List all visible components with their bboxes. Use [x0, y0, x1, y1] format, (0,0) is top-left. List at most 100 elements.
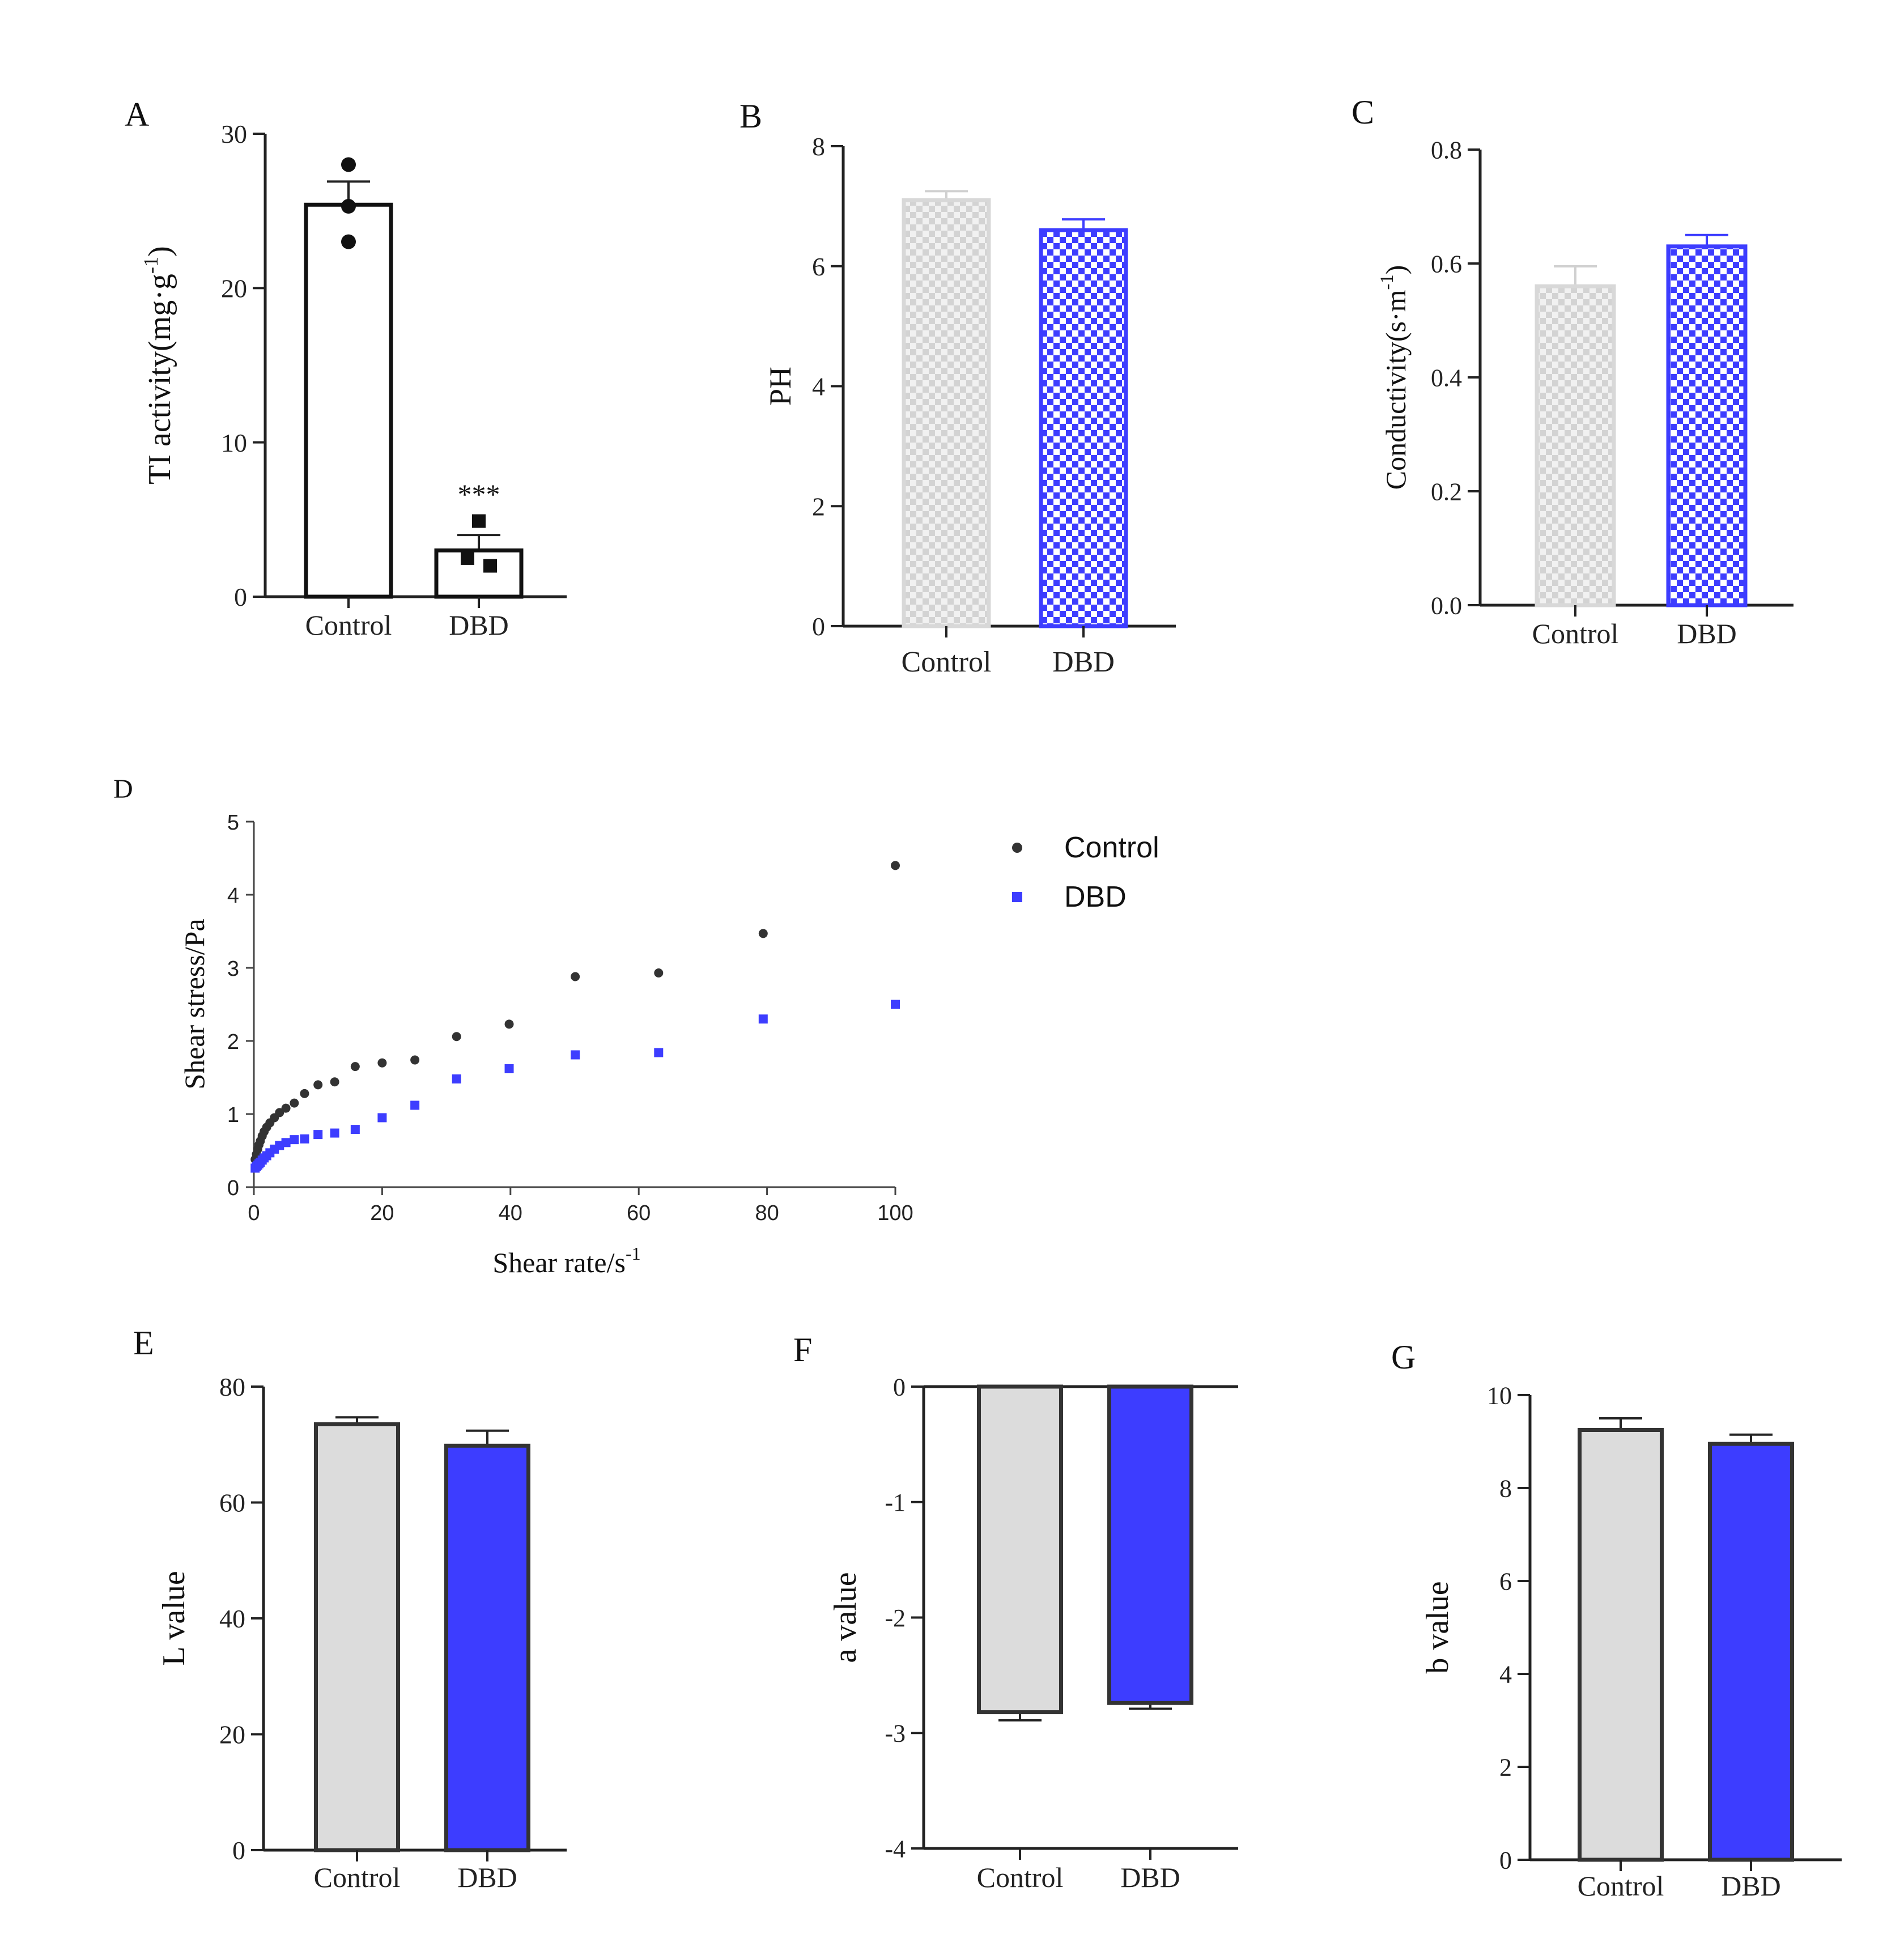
y-tick-label: 0.0 [1431, 592, 1462, 619]
x-tick-label: 100 [877, 1201, 913, 1225]
scatter-point-control [313, 1080, 323, 1090]
y-axis-label-text: Conductivity(s·m [1380, 290, 1412, 490]
y-tick-label: 2 [1499, 1753, 1512, 1781]
x-tick-label-control: Control [314, 1861, 401, 1893]
y-axis-label: L value [156, 1571, 192, 1665]
y-tick-label: 0 [227, 1176, 239, 1200]
scatter-point-control [290, 1098, 299, 1108]
scatter-point-dbd [571, 1050, 580, 1060]
y-axis-label-sup: -1 [139, 257, 162, 274]
scatter-point-control [452, 1032, 461, 1042]
scatter-point-dbd [452, 1074, 461, 1084]
y-axis-label-text: b value [1420, 1581, 1455, 1673]
bar-control [902, 198, 991, 628]
x-tick-label: 40 [499, 1201, 522, 1225]
bar-dbd [1039, 228, 1128, 628]
y-tick-label: 0 [1499, 1846, 1512, 1874]
scatter-point-control [377, 1058, 387, 1068]
y-tick-label: 4 [227, 884, 239, 908]
panel-letter-a: A [125, 96, 149, 133]
scatter-point-dbd [377, 1113, 387, 1123]
y-axis-label: a value [828, 1572, 863, 1663]
y-tick-label: -4 [885, 1835, 906, 1863]
scatter-point-control [281, 1103, 291, 1113]
panel-letter-f: F [793, 1331, 812, 1368]
x-tick-label-control: Control [305, 609, 392, 641]
y-axis-label: b value [1420, 1581, 1455, 1673]
panel-b: B 0 2 4 6 8 Control DBD PH [740, 97, 1176, 678]
panel-letter-d: D [113, 774, 133, 804]
scatter-point-control [275, 1108, 284, 1117]
y-tick-label: 1 [227, 1103, 239, 1127]
scatter-point-control [350, 1062, 360, 1072]
y-tick-label: 20 [219, 1720, 245, 1749]
panel-a: A 0 10 20 30 Control DBD *** TI activity(mg·g-1) [125, 96, 567, 641]
x-tick-label-dbd: DBD [1677, 618, 1737, 649]
y-tick-label: 0 [812, 612, 825, 641]
y-tick-label: -2 [885, 1604, 906, 1632]
data-point [483, 559, 497, 573]
scatter-point-control [891, 861, 900, 870]
y-tick-label: 0.6 [1431, 250, 1462, 278]
data-point [461, 551, 474, 565]
panel-letter-g: G [1391, 1338, 1416, 1376]
y-tick-label: -3 [885, 1720, 906, 1748]
scatter-point-dbd [410, 1100, 420, 1110]
y-tick-label: 8 [1499, 1474, 1512, 1502]
y-tick-label: 2 [227, 1030, 239, 1054]
y-axis-label-text: L value [156, 1571, 192, 1665]
bar-control [1535, 284, 1616, 607]
y-axis-label: Conductivity(s·m-1) [1377, 265, 1412, 490]
y-tick-label: 30 [221, 120, 247, 148]
x-tick-label-dbd: DBD [449, 609, 509, 641]
y-axis-label-sup: -1 [1377, 274, 1397, 290]
x-tick-label-dbd: DBD [1052, 646, 1115, 678]
x-tick-label: 80 [755, 1201, 779, 1225]
panel-e: E 0 20 40 60 80 Control DBD L value [133, 1324, 567, 1893]
y-tick-label: 0 [893, 1373, 906, 1401]
panel-letter-e: E [133, 1324, 154, 1362]
scatter-point-control [758, 929, 768, 938]
panel-c: C 0.0 0.2 0.4 0.6 0.8 Control DBD Conductivity(s… [1352, 93, 1794, 649]
y-tick-label: 0 [232, 1836, 245, 1865]
y-tick-label: 4 [1499, 1660, 1512, 1688]
scatter-point-control [571, 972, 580, 981]
x-tick-label: 0 [248, 1201, 260, 1225]
series-control [250, 861, 900, 1164]
y-axis-label: Shear stress/Pa [178, 919, 210, 1089]
scatter-point-control [300, 1089, 309, 1098]
y-tick-label: 60 [219, 1489, 245, 1518]
data-point [472, 514, 486, 528]
data-point [341, 198, 356, 214]
y-axis-label: PH [763, 367, 797, 406]
panel-g: G 0 2 4 6 8 10 Control DBD b value [1391, 1338, 1842, 1902]
x-tick-label: 60 [627, 1201, 651, 1225]
panel-f: F -4 -3 -2 -1 0 Control DBD a value [793, 1331, 1238, 1893]
data-point [341, 157, 356, 172]
x-axis-label-text: Shear rate/s [492, 1247, 626, 1278]
y-axis-label-text: PH [763, 367, 797, 406]
legend-marker-control [1012, 843, 1022, 853]
data-point [341, 234, 356, 249]
y-tick-label: 10 [221, 428, 247, 457]
y-axis-label-text: a value [828, 1572, 863, 1663]
bar-dbd [1666, 244, 1748, 607]
y-tick-label: 0.2 [1431, 478, 1462, 505]
scatter-point-control [654, 968, 664, 978]
y-tick-label: 10 [1487, 1382, 1512, 1409]
y-tick-label: -1 [885, 1489, 906, 1516]
scatter-point-dbd [313, 1130, 323, 1140]
scatter-point-dbd [281, 1138, 291, 1147]
x-axis-label-sup: -1 [626, 1243, 641, 1264]
y-tick-label: 0.4 [1431, 364, 1462, 392]
y-tick-label: 0.8 [1431, 136, 1462, 164]
scatter-point-dbd [350, 1125, 360, 1134]
scatter-point-dbd [758, 1014, 768, 1024]
y-tick-label: 80 [219, 1372, 245, 1401]
bar-control [314, 1422, 400, 1852]
x-tick-label-control: Control [902, 646, 992, 678]
bar-dbd [1708, 1442, 1794, 1862]
legend-label-control: Control [1064, 831, 1159, 864]
scatter-point-dbd [330, 1128, 339, 1138]
bar-control [1578, 1428, 1664, 1862]
